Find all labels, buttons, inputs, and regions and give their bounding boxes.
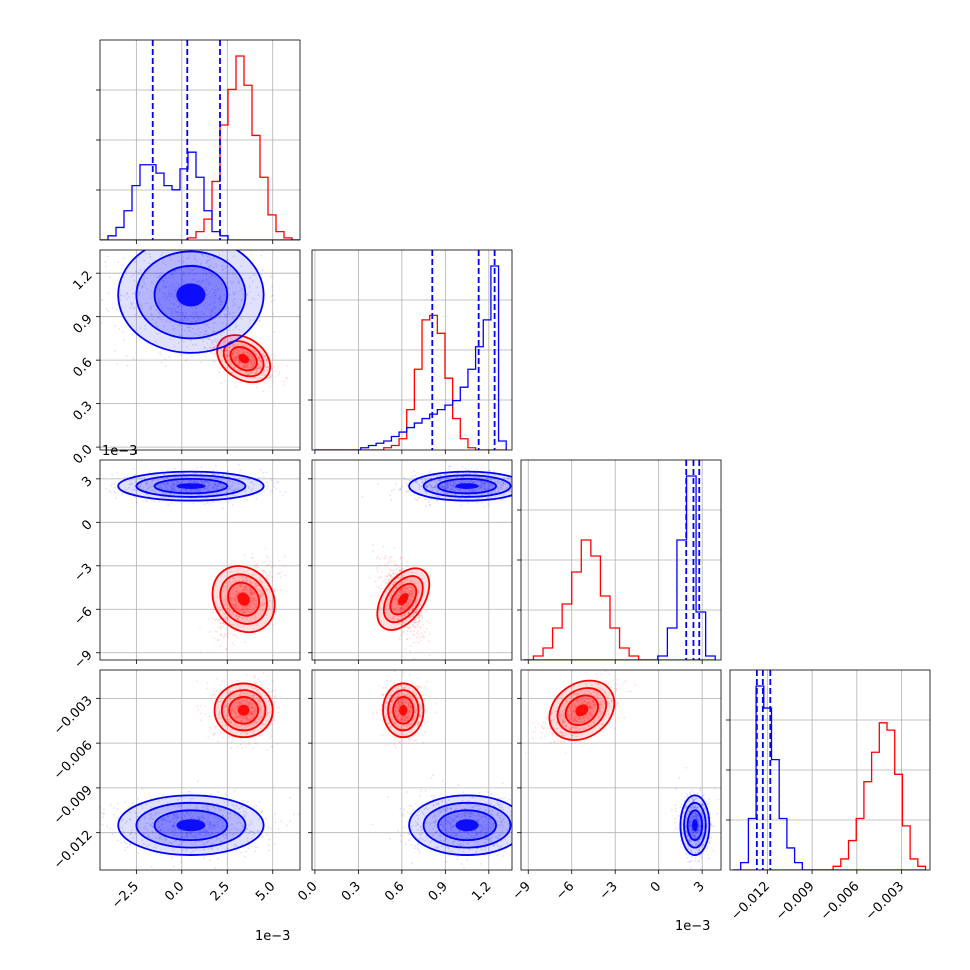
x-tick-label: −0.009 <box>773 879 818 924</box>
x-tick-label: 0.3 <box>339 879 364 904</box>
y-tick-label: 1.2 <box>70 268 95 293</box>
histogram-red <box>523 539 716 660</box>
histogram-red <box>314 314 507 450</box>
panel-frame <box>311 459 513 661</box>
scatter-red <box>524 670 637 755</box>
y-tick-label: −0.006 <box>51 738 96 783</box>
panel-3-0 <box>100 670 300 870</box>
contour-blue <box>176 283 206 307</box>
x-tick-label: −3 <box>597 879 621 903</box>
y-tick-label: 0.0 <box>70 442 95 467</box>
panel-3-1 <box>312 670 512 870</box>
x-offset-label: 1e−3 <box>675 919 710 934</box>
panel-1-1 <box>312 250 512 450</box>
histogram-blue <box>314 265 507 450</box>
panel-frame <box>99 249 301 451</box>
panel-3-2 <box>521 670 721 870</box>
contour-blue <box>692 819 698 832</box>
x-tick-label: 0.6 <box>382 879 407 904</box>
y-tick-label: 3 <box>79 474 95 490</box>
contour-blue <box>176 819 206 832</box>
x-tick-label: 2.5 <box>208 879 233 904</box>
contour-red <box>238 353 249 364</box>
x-offset-label: 1e−3 <box>255 929 290 944</box>
contour-red <box>398 592 409 606</box>
histogram-red <box>732 722 927 870</box>
x-tick-label: −0.006 <box>818 879 863 924</box>
panel-3-3 <box>730 670 930 870</box>
contour-blue <box>455 819 479 832</box>
panel-frame <box>99 669 301 871</box>
contour-red <box>575 704 589 717</box>
x-tick-label: 0.0 <box>162 879 187 904</box>
panel-2-0 <box>100 460 300 660</box>
y-tick-label: 0 <box>79 517 95 533</box>
contour-red <box>237 592 250 606</box>
y-offset-label: 1e−3 <box>102 444 137 459</box>
x-tick-label: −9 <box>510 879 534 903</box>
contour-red <box>399 704 408 716</box>
y-tick-label: 0.3 <box>70 399 95 424</box>
x-tick-label: −0.003 <box>863 879 908 924</box>
histogram-red <box>100 55 300 240</box>
x-tick-label: 5.0 <box>253 879 278 904</box>
x-tick-label: 0.0 <box>295 879 320 904</box>
y-tick-label: 0.6 <box>70 355 95 380</box>
panel-2-1 <box>312 460 512 660</box>
y-tick-label: −9 <box>71 648 95 672</box>
y-tick-label: −0.009 <box>51 783 96 828</box>
contour-blue <box>455 483 479 489</box>
x-tick-label: 1.2 <box>469 879 494 904</box>
panel-1-0 <box>100 250 300 450</box>
panel-frame <box>311 669 513 871</box>
panel-0-0 <box>100 40 300 240</box>
panel-2-2 <box>521 460 721 660</box>
y-tick-label: −6 <box>71 604 95 628</box>
y-tick-label: −0.012 <box>51 828 96 873</box>
contour-red <box>237 704 250 716</box>
contour-blue <box>176 483 206 489</box>
x-tick-label: −0.012 <box>728 879 773 924</box>
y-tick-label: −0.003 <box>51 693 96 738</box>
histogram-blue <box>732 685 926 870</box>
y-tick-label: 0.9 <box>70 312 95 337</box>
x-tick-label: −2.5 <box>109 879 142 912</box>
histogram-blue <box>523 475 716 660</box>
x-tick-label: −6 <box>553 879 577 903</box>
panel-frame <box>520 669 722 871</box>
x-tick-label: 0.9 <box>426 879 451 904</box>
x-tick-label: 0 <box>648 879 664 895</box>
y-tick-label: −3 <box>71 561 95 585</box>
panel-frame <box>99 459 301 661</box>
x-tick-label: 3 <box>691 879 707 895</box>
histogram-blue <box>100 151 300 240</box>
